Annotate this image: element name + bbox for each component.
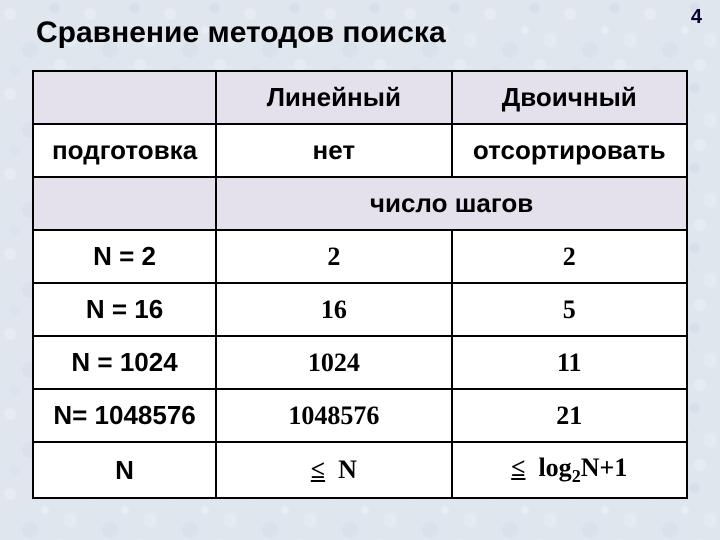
steps-header: число шагов: [216, 177, 687, 230]
comparison-table: Линейный Двоичный подготовка нет отсорти…: [32, 70, 688, 499]
row-linear: 2: [216, 230, 451, 283]
table-row: N = 1024 1024 11: [33, 336, 687, 389]
row-label: N = 1024: [33, 336, 216, 389]
row-linear: 1024: [216, 336, 451, 389]
le-symbol: ≤: [511, 453, 525, 482]
header-binary: Двоичный: [452, 71, 687, 124]
log-rest: N+1: [581, 453, 628, 482]
table-row: N = 16 16 5: [33, 283, 687, 336]
general-row: N ≤ N ≤ log2N+1: [33, 442, 687, 498]
general-binary: ≤ log2N+1: [452, 442, 687, 498]
slide: 4 Сравнение методов поиска Линейный Двои…: [0, 0, 720, 540]
row-linear: 1048576: [216, 389, 451, 442]
prep-label: подготовка: [33, 124, 216, 177]
row-binary: 21: [452, 389, 687, 442]
header-blank-cell: [33, 71, 216, 124]
le-symbol: ≤: [311, 455, 325, 484]
table-row: N = 2 2 2: [33, 230, 687, 283]
prep-row: подготовка нет отсортировать: [33, 124, 687, 177]
page-title: Сравнение методов поиска: [36, 16, 688, 50]
general-label: N: [33, 442, 216, 498]
row-binary: 2: [452, 230, 687, 283]
prep-binary: отсортировать: [452, 124, 687, 177]
page-number: 4: [691, 6, 702, 29]
table-header-row: Линейный Двоичный: [33, 71, 687, 124]
row-label: N = 16: [33, 283, 216, 336]
table-row: N= 1048576 1048576 21: [33, 389, 687, 442]
row-linear: 16: [216, 283, 451, 336]
row-label: N = 2: [33, 230, 216, 283]
log-text: log: [538, 453, 571, 482]
header-linear: Линейный: [216, 71, 451, 124]
prep-linear: нет: [216, 124, 451, 177]
row-binary: 5: [452, 283, 687, 336]
linear-n-val: N: [338, 455, 357, 484]
row-binary: 11: [452, 336, 687, 389]
log-subscript: 2: [572, 466, 581, 486]
general-linear: ≤ N: [216, 442, 451, 498]
steps-blank-cell: [33, 177, 216, 230]
steps-header-row: число шагов: [33, 177, 687, 230]
row-label: N= 1048576: [33, 389, 216, 442]
